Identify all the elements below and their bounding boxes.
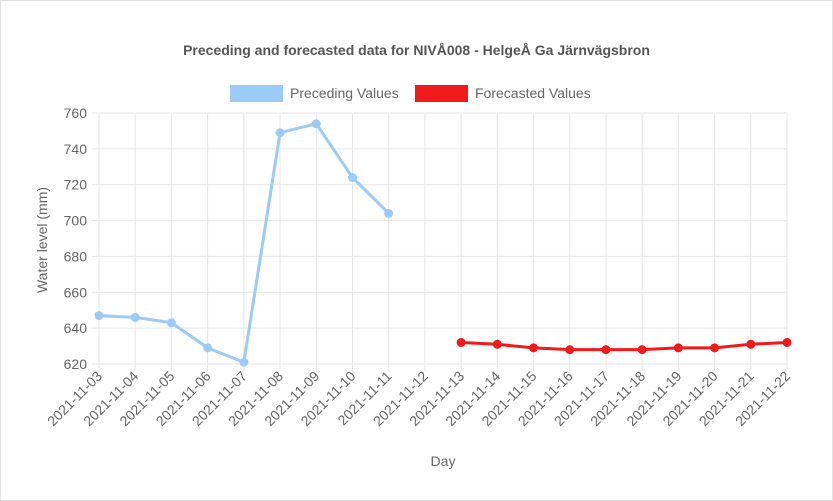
data-point-forecasted[interactable] — [637, 345, 647, 355]
data-point-preceding[interactable] — [239, 357, 249, 367]
legend-item-preceding[interactable]: Preceding Values — [230, 83, 399, 103]
y-tick-label: 720 — [64, 177, 88, 193]
y-axis: 620 640 660 680 700 720 740 760 — [64, 105, 88, 372]
series-line-forecasted — [461, 340, 788, 352]
chart-title: Preceding and forecasted data for NIVÅ00… — [183, 42, 650, 58]
y-tick-label: 660 — [64, 284, 88, 300]
y-axis-label: Water level (mm) — [34, 187, 50, 293]
data-point-forecasted[interactable] — [710, 343, 720, 353]
legend-label-preceding: Preceding Values — [290, 85, 399, 101]
data-point-preceding[interactable] — [311, 119, 321, 129]
legend-label-forecasted: Forecasted Values — [475, 85, 591, 101]
data-point-forecasted[interactable] — [601, 345, 611, 355]
data-point-forecasted[interactable] — [529, 343, 539, 353]
data-point-forecasted[interactable] — [746, 339, 756, 349]
data-point-forecasted[interactable] — [492, 339, 502, 349]
data-point-preceding[interactable] — [203, 343, 213, 353]
legend-swatch-forecasted — [415, 84, 468, 102]
y-tick-label: 640 — [64, 320, 88, 336]
x-axis: 2021-11-032021-11-042021-11-052021-11-06… — [44, 368, 793, 429]
legend-swatch-preceding — [230, 84, 283, 102]
y-tick-label: 680 — [64, 248, 88, 264]
y-tick-label: 760 — [64, 105, 88, 121]
data-point-forecasted[interactable] — [456, 337, 466, 347]
data-point-forecasted[interactable] — [565, 345, 575, 355]
y-tick-label: 700 — [64, 213, 88, 229]
data-point-preceding[interactable] — [275, 128, 285, 138]
legend-item-forecasted[interactable]: Forecasted Values — [415, 83, 591, 103]
data-point-preceding[interactable] — [130, 312, 140, 322]
y-tick-label: 740 — [64, 141, 88, 157]
data-point-preceding[interactable] — [384, 208, 394, 218]
data-point-preceding[interactable] — [166, 318, 176, 328]
legend: Preceding Values Forecasted Values — [0, 83, 833, 103]
series-lines — [94, 119, 792, 367]
data-point-preceding[interactable] — [94, 311, 104, 321]
y-tick-label: 620 — [64, 356, 88, 372]
data-point-preceding[interactable] — [347, 173, 357, 183]
data-point-forecasted[interactable] — [782, 337, 792, 347]
grid — [92, 112, 788, 371]
x-axis-label: Day — [431, 453, 456, 469]
data-point-forecasted[interactable] — [673, 343, 683, 353]
